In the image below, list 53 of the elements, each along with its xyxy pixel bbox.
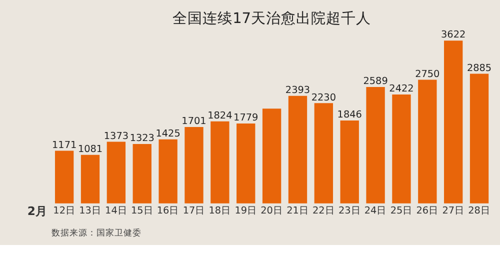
text: 2月: [27, 204, 48, 218]
x-tick-label: 24日: [364, 206, 387, 217]
data-label: 2589: [363, 76, 388, 88]
bar: [54, 150, 74, 204]
data-label: 2422: [389, 84, 414, 95]
data-label: 1425: [156, 128, 180, 140]
x-tick-label: 25日: [390, 206, 413, 217]
x-tick-label: 28日: [468, 206, 490, 217]
x-tick-label: 19日: [234, 206, 258, 217]
data-label: 2393: [285, 84, 310, 96]
x-tick-label: 16日: [156, 206, 180, 217]
bar: [314, 103, 334, 204]
bar: [418, 80, 437, 204]
bar: [184, 126, 204, 204]
bar: [210, 121, 230, 204]
data-label: 2230: [311, 92, 336, 104]
bar: [444, 40, 463, 204]
x-tick-label: 15日: [130, 206, 154, 217]
data-label: 2885: [466, 62, 492, 74]
data-label: 1081: [78, 144, 103, 155]
x-tick-label: 13日: [79, 206, 102, 217]
x-tick-label: 14日: [105, 206, 128, 217]
bar: [366, 87, 385, 204]
bar: [392, 94, 411, 204]
bar: [80, 154, 100, 204]
data-label: 1171: [52, 140, 77, 151]
bar: [236, 123, 256, 204]
data-label: 1373: [104, 130, 129, 142]
bar: [132, 144, 152, 204]
x-tick-label: 23日: [338, 206, 361, 217]
bar: [106, 142, 126, 204]
chart-title: 全国连续17天治愈出院超千人: [172, 10, 372, 28]
x-tick-label: 22日: [312, 206, 335, 217]
bar: [340, 120, 359, 204]
x-tick-label: 12日: [53, 206, 76, 217]
bar: [288, 96, 308, 204]
x-tick-label: 18日: [208, 206, 232, 217]
bar: [470, 74, 489, 204]
data-label: 3622: [441, 30, 466, 41]
data-label: 1824: [208, 110, 232, 122]
x-tick-label: 20日: [260, 206, 283, 217]
x-tick-label: 17日: [182, 206, 206, 217]
x-tick-label: 26日: [416, 206, 439, 217]
x-tick-label: 27日: [442, 206, 464, 217]
data-label: 2750: [415, 68, 440, 80]
data-label: 1323: [130, 133, 154, 144]
bar: [158, 139, 178, 204]
bar: [262, 108, 282, 204]
x-tick-label: 21日: [286, 206, 309, 217]
data-label: 1846: [337, 110, 362, 121]
data-label: 1779: [234, 112, 258, 124]
source-note: 数据来源：国家卫健委: [51, 227, 142, 238]
data-label: 1701: [182, 116, 206, 128]
